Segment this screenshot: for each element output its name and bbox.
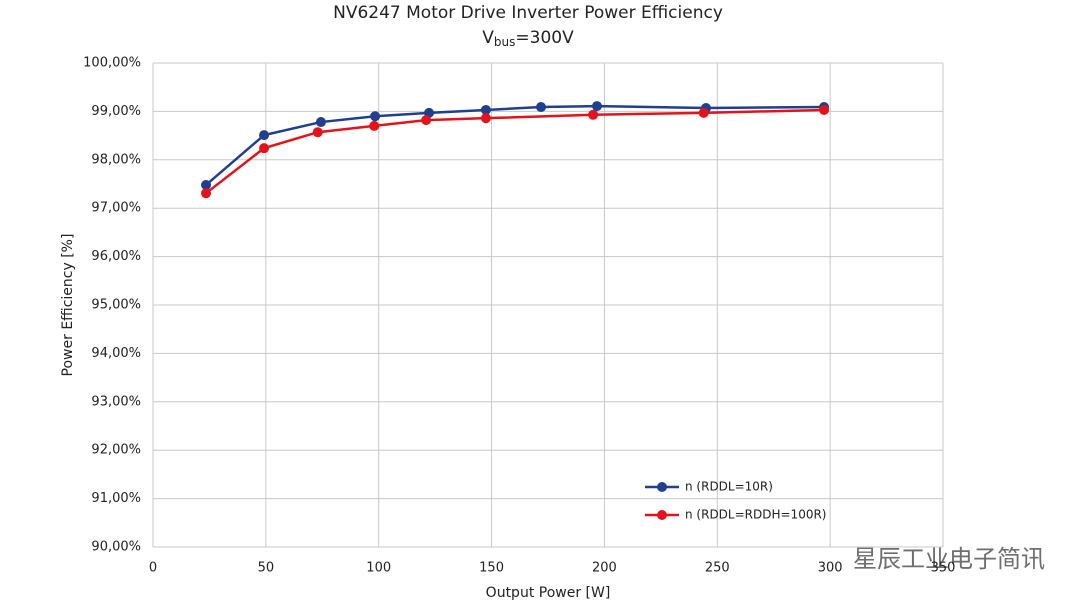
data-point xyxy=(259,143,270,154)
y-tick-label: 91,00% xyxy=(91,491,141,506)
x-tick-label: 0 xyxy=(149,561,157,576)
subtitle-part: =300V xyxy=(515,28,574,48)
x-tick-label: 150 xyxy=(479,561,504,576)
chart-subtitle: Vbus=300V xyxy=(482,28,574,49)
legend-marker xyxy=(657,510,667,520)
y-tick-label: 90,00% xyxy=(91,540,141,555)
data-point xyxy=(259,130,270,141)
y-axis-label: Power Efficiency [%] xyxy=(60,234,76,377)
x-tick-label: 300 xyxy=(818,561,843,576)
y-tick-label: 97,00% xyxy=(91,201,141,216)
data-point xyxy=(369,120,380,131)
data-point xyxy=(588,109,599,120)
data-point xyxy=(698,107,709,118)
subtitle-subscript: bus xyxy=(494,35,515,49)
x-axis-label: Output Power [W] xyxy=(486,585,611,601)
data-point xyxy=(201,179,212,190)
y-tick-label: 93,00% xyxy=(91,394,141,409)
y-tick-label: 100,00% xyxy=(83,56,141,71)
y-tick-label: 96,00% xyxy=(91,249,141,264)
x-tick-label: 350 xyxy=(931,561,956,576)
data-point xyxy=(370,111,381,122)
y-tick-label: 95,00% xyxy=(91,298,141,313)
legend-marker xyxy=(657,482,667,492)
data-point xyxy=(201,188,212,199)
x-tick-label: 50 xyxy=(258,561,275,576)
data-point xyxy=(315,117,326,128)
chart-title: NV6247 Motor Drive Inverter Power Effici… xyxy=(333,3,723,23)
data-point xyxy=(312,127,323,138)
y-tick-label: 99,00% xyxy=(91,104,141,119)
subtitle-part: V xyxy=(482,28,494,48)
data-point xyxy=(536,102,547,113)
data-point xyxy=(591,101,602,112)
x-tick-label: 200 xyxy=(592,561,617,576)
series-line xyxy=(205,108,825,195)
data-point xyxy=(421,115,432,126)
x-tick-label: 250 xyxy=(705,561,730,576)
x-tick-label: 100 xyxy=(366,561,391,576)
y-tick-label: 94,00% xyxy=(91,346,141,361)
watermark: 星辰工业电子简讯 xyxy=(853,545,1045,573)
data-point xyxy=(480,113,491,124)
y-tick-label: 92,00% xyxy=(91,443,141,458)
y-tick-label: 98,00% xyxy=(91,152,141,167)
legend-label: n (RDDL=10R) xyxy=(685,480,773,494)
legend-label: n (RDDL=RDDH=100R) xyxy=(685,508,826,522)
data-point xyxy=(819,104,830,115)
data-point xyxy=(480,104,491,115)
series-line xyxy=(205,104,825,186)
